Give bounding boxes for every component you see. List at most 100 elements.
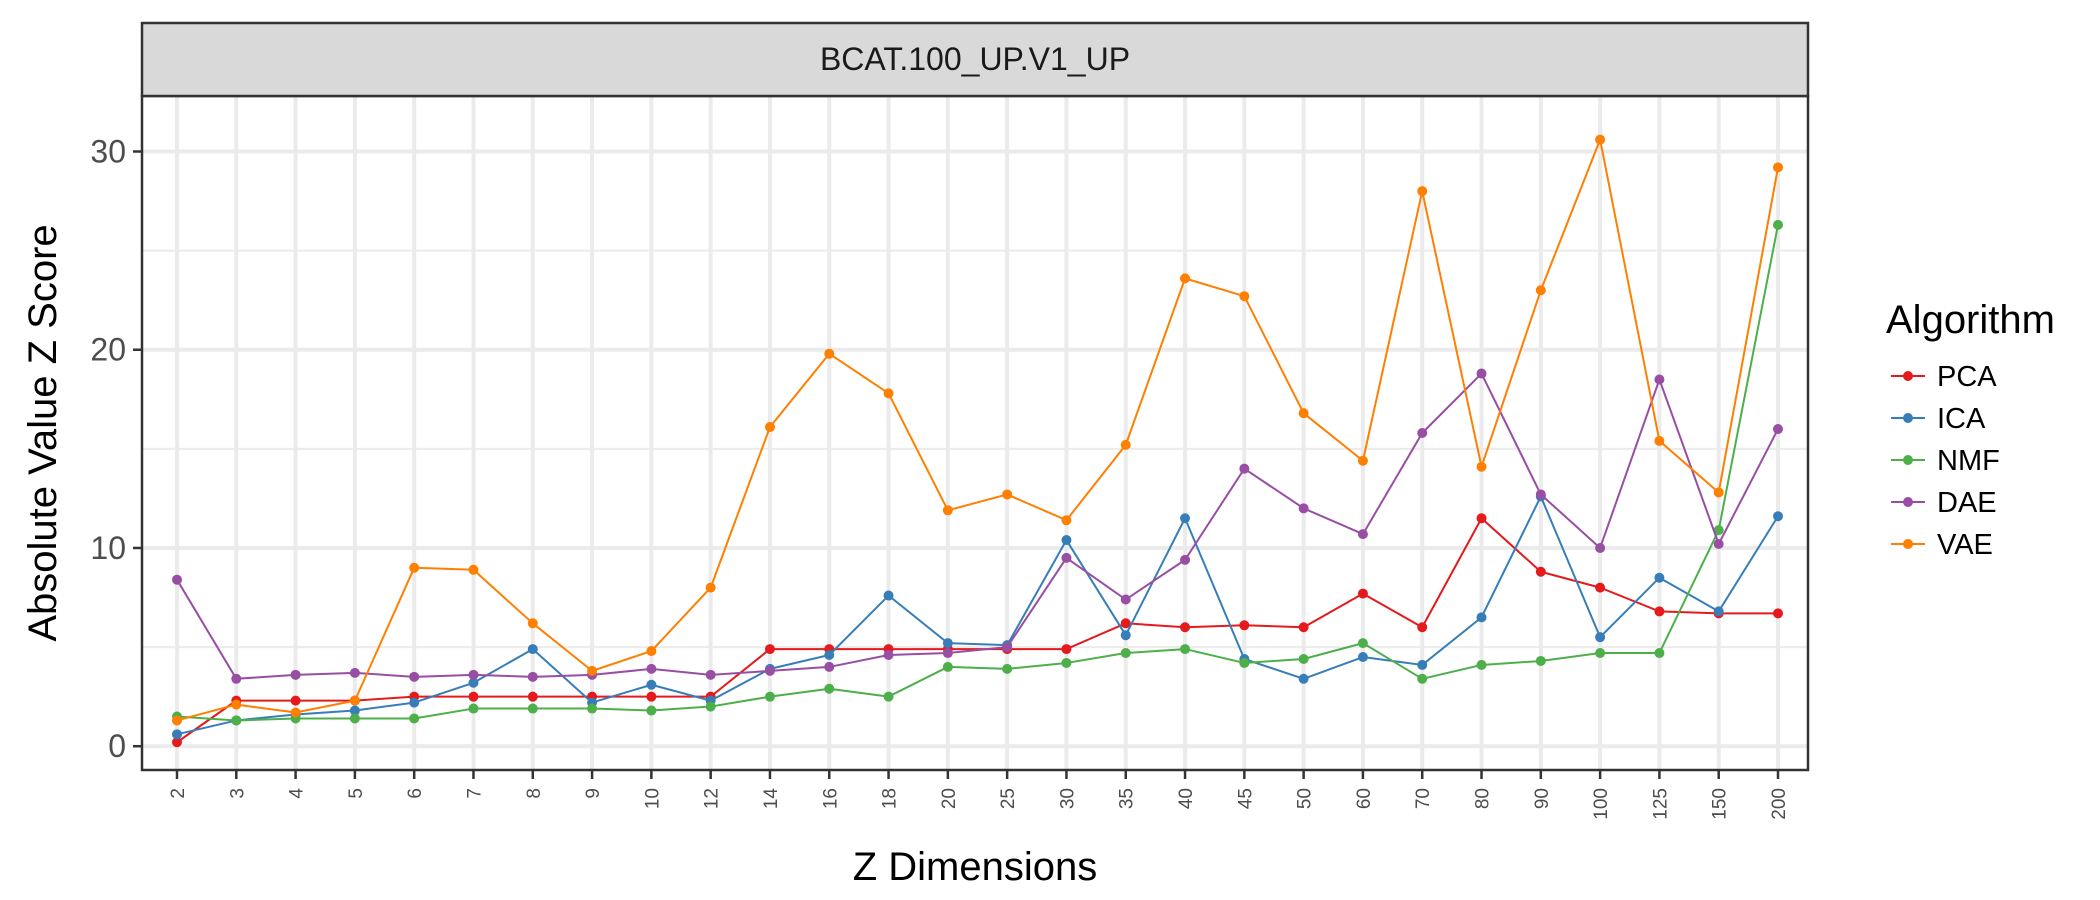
x-tick-label: 4 <box>287 788 308 799</box>
data-point-pca <box>172 737 182 748</box>
y-tick-label: 30 <box>90 134 126 170</box>
x-tick-label: 25 <box>998 788 1019 809</box>
x-tick-label: 100 <box>1591 788 1612 820</box>
data-point-ica <box>1298 673 1309 684</box>
data-point-ica <box>942 638 953 649</box>
legend-item-dae: DAE <box>1891 487 1997 519</box>
x-tick-label: 10 <box>642 788 663 809</box>
data-point-nmf <box>1535 655 1546 666</box>
data-point-vae <box>824 348 835 359</box>
data-point-nmf <box>705 701 716 712</box>
legend-title: Algorithm <box>1886 298 2055 342</box>
data-point-ica <box>1713 606 1724 617</box>
data-point-pca <box>1061 644 1072 655</box>
data-point-vae <box>1002 489 1013 500</box>
data-point-vae <box>764 422 775 433</box>
data-point-vae <box>468 564 479 575</box>
legend-item-nmf: NMF <box>1891 445 2000 477</box>
data-point-vae <box>1476 461 1487 472</box>
data-point-nmf <box>1298 653 1309 664</box>
data-point-vae <box>1595 134 1606 145</box>
data-point-dae <box>1180 554 1191 565</box>
data-point-vae <box>1417 186 1428 197</box>
data-point-ica <box>1595 632 1606 643</box>
legend-key-point <box>1903 455 1913 465</box>
data-point-vae <box>1061 515 1072 526</box>
data-point-nmf <box>1180 644 1191 655</box>
data-point-dae <box>1417 428 1428 438</box>
data-point-ica <box>349 705 360 716</box>
data-point-pca <box>1476 513 1487 524</box>
data-point-pca <box>1120 618 1131 629</box>
data-point-vae <box>1357 455 1368 466</box>
data-point-nmf <box>527 703 538 714</box>
data-point-nmf <box>1476 659 1487 670</box>
x-tick-label: 70 <box>1413 788 1434 809</box>
x-tick-label: 3 <box>227 788 248 799</box>
data-point-dae <box>1773 424 1783 435</box>
y-tick-label: 20 <box>90 332 126 368</box>
data-point-dae <box>527 671 538 682</box>
data-point-nmf <box>942 661 953 672</box>
data-point-ica <box>1357 652 1368 663</box>
data-point-nmf <box>1595 648 1606 659</box>
data-point-vae <box>705 582 716 593</box>
series-line-nmf <box>176 224 1779 722</box>
legend-item-vae: VAE <box>1891 529 1993 561</box>
data-point-dae <box>1476 368 1487 379</box>
data-point-ica <box>1417 659 1428 670</box>
data-point-vae <box>646 646 657 657</box>
legend-label: VAE <box>1937 529 1993 561</box>
legend-label: NMF <box>1937 445 2000 477</box>
x-tick-label: 6 <box>405 788 426 799</box>
x-tick-label: 7 <box>464 788 485 799</box>
x-tick-label: 20 <box>939 788 960 809</box>
x-tick-label: 90 <box>1532 788 1553 809</box>
x-tick-label: 200 <box>1769 788 1790 820</box>
y-tick-label: 0 <box>108 728 126 764</box>
x-tick-label: 35 <box>1117 788 1138 809</box>
data-point-dae <box>1298 503 1309 514</box>
data-point-pca <box>1180 622 1191 633</box>
panel-background <box>142 96 1808 770</box>
legend-items: PCA ICA NMF DAE VAE <box>1891 361 2000 561</box>
data-point-dae <box>1654 374 1665 385</box>
data-point-nmf <box>1713 525 1724 536</box>
data-point-ica <box>409 697 420 708</box>
data-point-nmf <box>409 713 420 724</box>
data-point-nmf <box>646 705 657 716</box>
y-tick-label: 10 <box>90 530 126 566</box>
data-point-nmf <box>1417 673 1428 684</box>
x-tick-label: 2 <box>168 788 189 799</box>
data-point-pca <box>646 691 657 702</box>
data-point-vae <box>942 505 953 516</box>
data-point-dae <box>1357 529 1368 540</box>
series-layer <box>172 134 1783 748</box>
data-point-dae <box>883 650 894 661</box>
x-tick-label: 150 <box>1710 788 1731 820</box>
data-point-pca <box>290 695 301 706</box>
x-tick-label: 60 <box>1354 788 1375 809</box>
data-point-dae <box>824 661 835 672</box>
data-point-nmf <box>1654 648 1665 659</box>
data-point-pca <box>1773 608 1783 619</box>
data-point-dae <box>1595 542 1606 553</box>
data-point-nmf <box>764 691 775 702</box>
data-point-nmf <box>824 683 835 694</box>
data-point-pca <box>1239 620 1250 631</box>
data-point-ica <box>1180 513 1191 524</box>
x-tick-label: 12 <box>702 788 723 809</box>
data-point-vae <box>1713 487 1724 498</box>
data-point-vae <box>172 715 182 726</box>
data-point-nmf <box>1773 219 1783 230</box>
data-point-nmf <box>349 713 360 724</box>
data-point-dae <box>646 663 657 674</box>
data-point-ica <box>1476 612 1487 623</box>
series-line-dae <box>176 372 1779 680</box>
x-tick-label: 40 <box>1176 788 1197 809</box>
data-point-pca <box>527 691 538 702</box>
series-line-vae <box>176 138 1779 722</box>
legend-item-ica: ICA <box>1891 403 1986 435</box>
series-ica <box>172 491 1783 740</box>
data-point-pca <box>1654 606 1665 617</box>
